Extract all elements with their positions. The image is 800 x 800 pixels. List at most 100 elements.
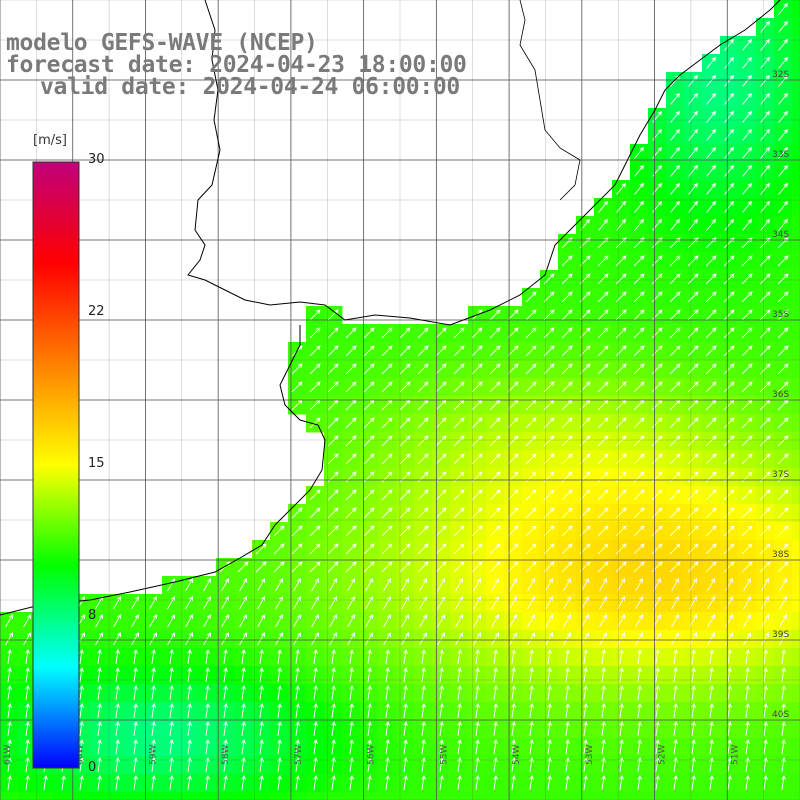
wind-arrow <box>707 596 715 610</box>
wind-arrow <box>691 775 696 790</box>
wind-arrow <box>778 92 789 105</box>
wind-arrow <box>381 543 393 555</box>
wind-arrow <box>670 92 681 105</box>
wind-arrow <box>527 632 535 646</box>
wind-arrow <box>706 200 717 213</box>
wind-arrow <box>670 146 681 159</box>
wind-arrow <box>313 703 318 718</box>
wind-arrow <box>453 453 465 465</box>
wind-arrow <box>79 703 84 718</box>
wind-arrow <box>345 489 357 501</box>
wind-arrow <box>777 435 789 447</box>
wind-arrow <box>457 775 462 790</box>
wind-arrow <box>619 739 624 754</box>
wind-arrow <box>349 685 354 700</box>
wind-arrow <box>543 309 555 321</box>
wind-arrow <box>561 525 573 537</box>
wind-arrow <box>417 345 429 357</box>
latitude-label: 38S <box>772 550 789 560</box>
wind-arrow <box>599 632 607 646</box>
wind-arrow <box>439 739 444 754</box>
wind-arrow <box>778 74 789 87</box>
wind-arrow <box>345 381 357 393</box>
wind-arrow <box>669 345 681 357</box>
wind-arrow <box>453 507 465 519</box>
wind-arrow <box>778 164 789 177</box>
wind-arrow <box>435 327 447 339</box>
wind-arrow <box>471 345 483 357</box>
wind-arrow <box>473 614 481 628</box>
longitude-label: 59W <box>148 745 158 765</box>
wind-arrow <box>185 614 193 628</box>
wind-arrow <box>97 667 102 682</box>
wind-arrow <box>525 561 537 573</box>
wind-arrow <box>417 453 429 465</box>
wind-arrow <box>655 685 660 700</box>
wind-arrow <box>781 775 786 790</box>
wind-arrow <box>781 685 786 700</box>
wind-arrow <box>777 309 789 321</box>
wind-arrow <box>385 703 390 718</box>
wind-arrow <box>457 685 462 700</box>
wind-arrow <box>705 309 717 321</box>
wind-arrow <box>363 417 375 429</box>
wind-arrow <box>635 596 643 610</box>
wind-arrow <box>687 561 699 573</box>
wind-arrow <box>5 632 13 646</box>
wind-arrow <box>763 703 768 718</box>
longitude-label: 61W <box>3 745 13 765</box>
wind-arrow <box>489 507 501 519</box>
wind-arrow <box>97 649 102 664</box>
wind-arrow <box>223 703 228 718</box>
wind-arrow <box>561 417 573 429</box>
wind-arrow <box>759 291 771 303</box>
wind-arrow <box>637 739 642 754</box>
wind-arrow <box>291 381 303 393</box>
wind-arrow <box>365 578 373 592</box>
wind-arrow <box>385 775 390 790</box>
wind-arrow <box>399 525 411 537</box>
wind-arrow <box>115 757 120 772</box>
wind-arrow <box>615 327 627 339</box>
wind-arrow <box>489 417 501 429</box>
wind-arrow <box>615 417 627 429</box>
wind-arrow <box>651 417 663 429</box>
wind-arrow <box>525 489 537 501</box>
wind-arrow <box>655 757 660 772</box>
wind-arrow <box>133 703 138 718</box>
wind-arrow <box>688 74 699 87</box>
wind-arrow <box>421 667 426 682</box>
wind-arrow <box>453 417 465 429</box>
wind-arrow <box>417 363 429 375</box>
wind-arrow <box>347 578 355 592</box>
wind-arrow <box>381 453 393 465</box>
wind-arrow <box>223 667 228 682</box>
wind-arrow <box>597 561 609 573</box>
wind-arrow <box>547 685 552 700</box>
wind-arrow <box>435 561 447 573</box>
wind-arrow <box>633 291 645 303</box>
wind-arrow <box>313 649 318 664</box>
wind-arrow <box>221 578 229 592</box>
wind-arrow <box>741 345 753 357</box>
wind-arrow <box>493 703 498 718</box>
wind-arrow <box>437 578 445 592</box>
wind-arrow <box>777 417 789 429</box>
wind-arrow <box>723 525 735 537</box>
wind-arrow <box>655 667 660 682</box>
wind-arrow <box>763 739 768 754</box>
wind-arrow <box>547 757 552 772</box>
wind-arrow <box>724 92 735 105</box>
wind-arrow <box>619 667 624 682</box>
wind-arrow <box>741 381 753 393</box>
wind-arrow <box>475 667 480 682</box>
field-cell <box>792 486 800 505</box>
wind-arrow <box>741 273 753 285</box>
wind-arrow <box>561 489 573 501</box>
wind-arrow <box>777 327 789 339</box>
wind-arrow <box>669 543 681 555</box>
wind-arrow <box>331 667 336 682</box>
wind-arrow <box>617 632 625 646</box>
wind-arrow <box>507 543 519 555</box>
wind-arrow <box>705 273 717 285</box>
